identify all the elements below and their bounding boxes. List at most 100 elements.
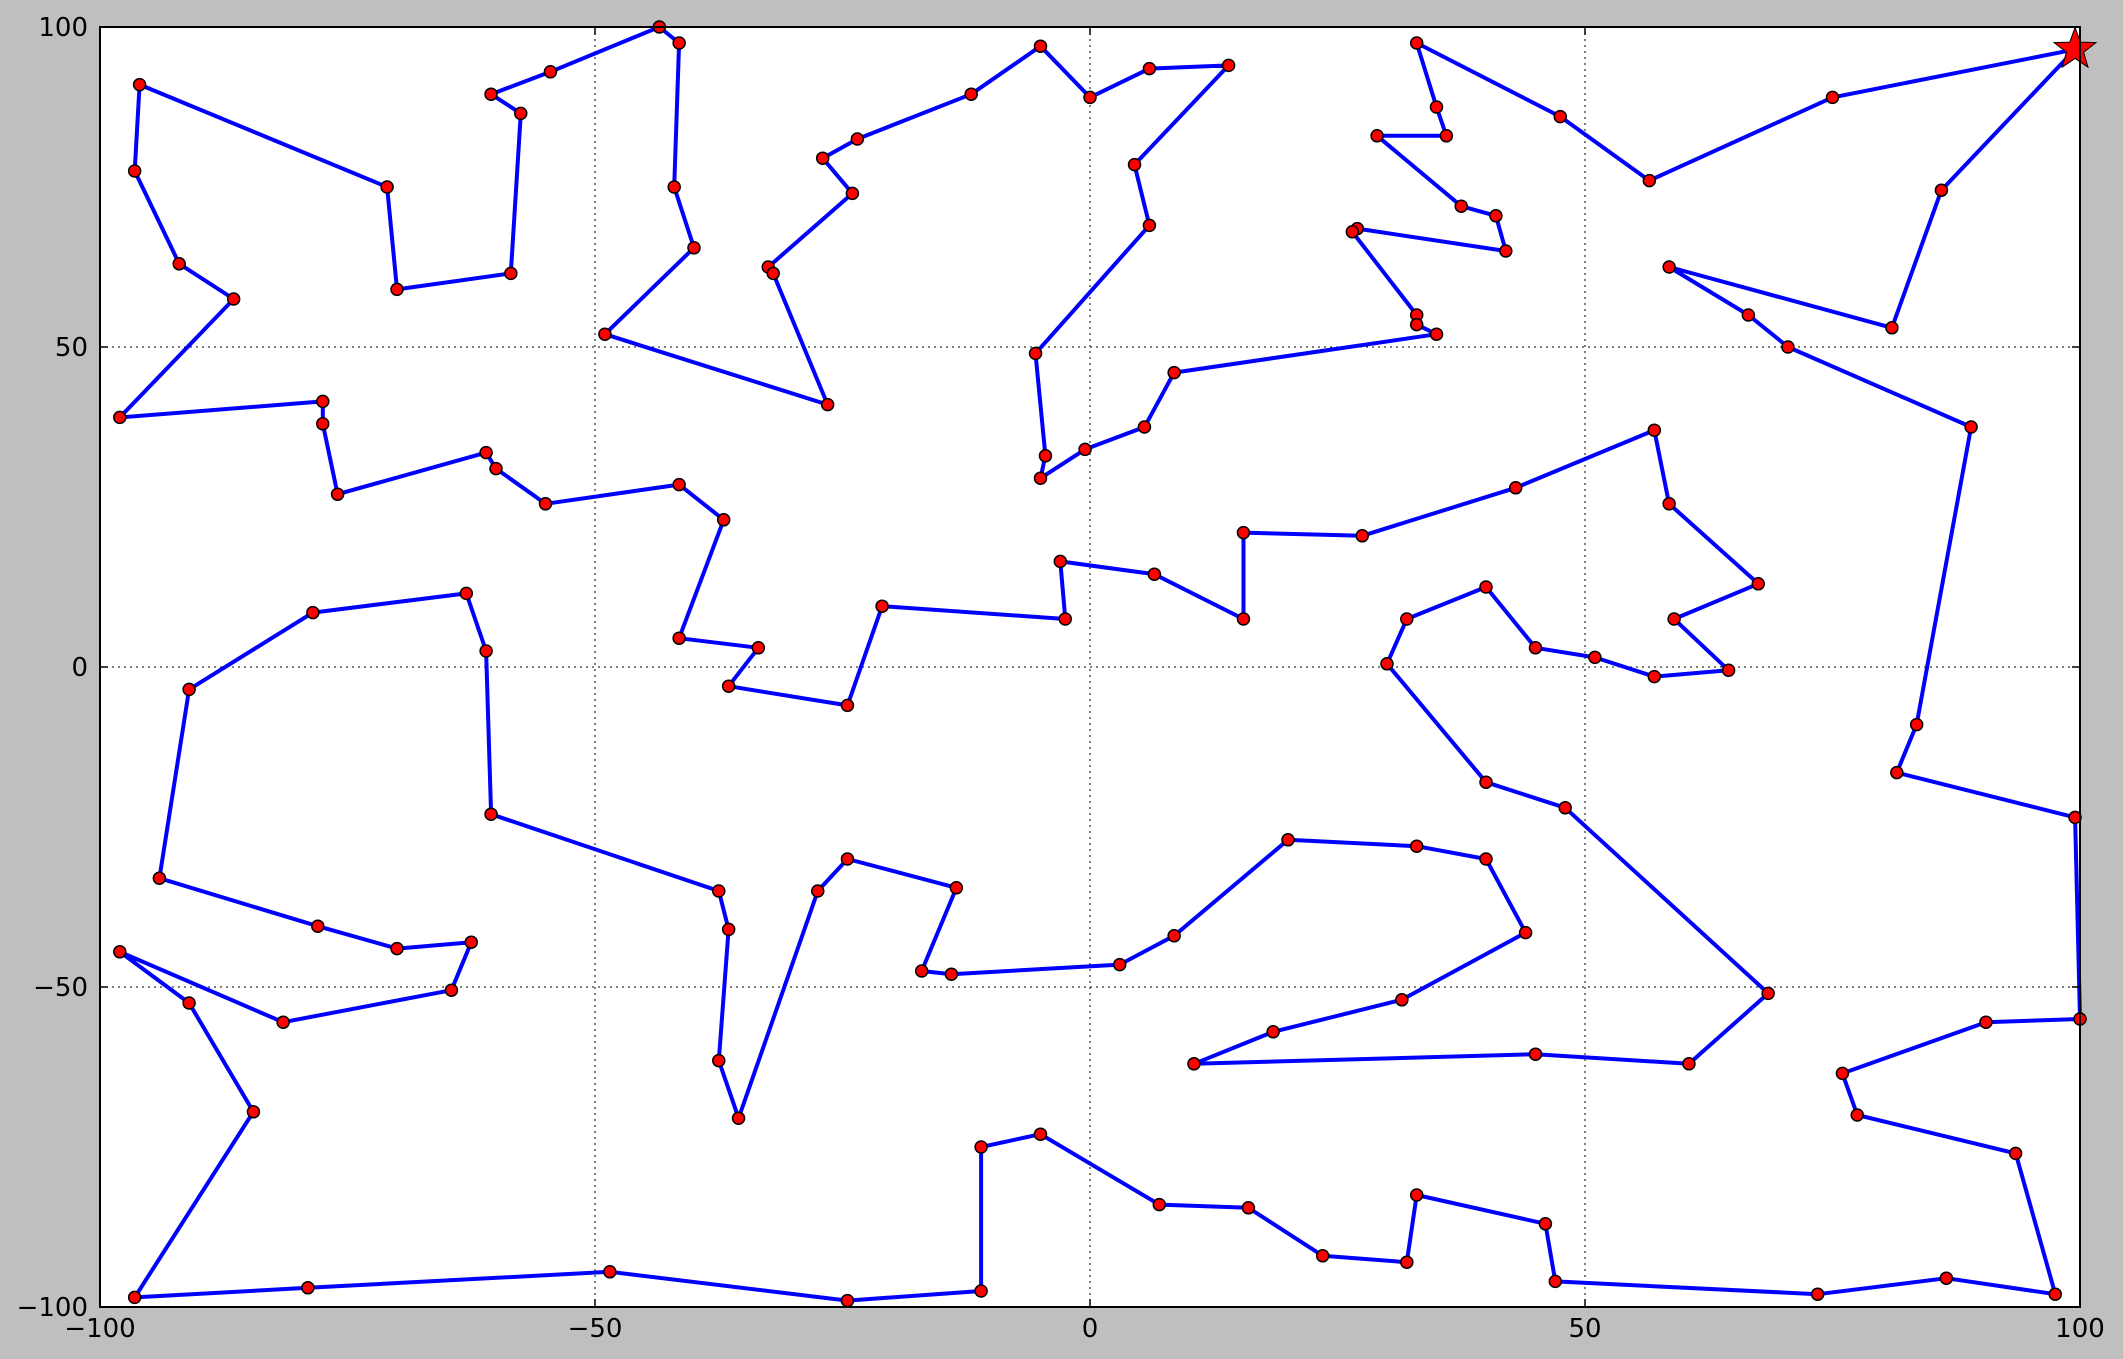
y-tick-label: −50 [33, 973, 88, 1003]
route-point [1137, 420, 1152, 434]
route-point [1345, 225, 1360, 239]
route-point [504, 266, 518, 281]
route-point [1454, 199, 1468, 213]
route-point [2008, 1146, 2023, 1161]
route-point [479, 644, 493, 658]
route-point [390, 282, 404, 297]
route-point [1395, 993, 1409, 1007]
route-point [1479, 852, 1493, 866]
route-point [672, 631, 686, 645]
route-point [113, 410, 127, 425]
route-point [1409, 36, 1424, 50]
route-point [1266, 1025, 1280, 1039]
route-point [1939, 1271, 1954, 1285]
route-point [964, 87, 978, 101]
x-tick-label: 0 [1082, 1314, 1099, 1344]
route-point [1553, 109, 1567, 124]
route-point [721, 679, 736, 693]
route-point [1781, 340, 1795, 354]
route-point [672, 477, 686, 492]
route-point [1152, 1197, 1167, 1212]
route-point [459, 586, 474, 601]
route-point [444, 983, 459, 997]
route-point [246, 1105, 261, 1119]
route-point [127, 164, 142, 178]
route-point [687, 241, 701, 255]
route-point [390, 941, 404, 956]
route-point [1751, 577, 1765, 591]
route-point [1499, 244, 1513, 258]
route-point [514, 106, 528, 121]
route-point [731, 1111, 746, 1125]
route-point [1127, 157, 1142, 172]
route-point [820, 397, 835, 412]
route-point [1033, 1127, 1048, 1141]
route-point [598, 327, 612, 341]
route-point [1538, 1217, 1553, 1231]
route-point [914, 964, 929, 978]
route-point [1479, 775, 1493, 789]
route-point [1236, 525, 1251, 540]
route-point [845, 186, 860, 201]
route-point [1909, 717, 1924, 732]
route-point [127, 1290, 142, 1305]
route-point [712, 884, 726, 898]
route-point [840, 698, 855, 713]
route-point [1400, 612, 1414, 626]
route-point [1642, 173, 1657, 188]
route-point [2068, 810, 2082, 825]
route-point [1667, 612, 1681, 626]
route-point [721, 922, 736, 937]
route-point [1979, 1015, 1993, 1029]
route-point [172, 257, 186, 271]
route-point [1810, 1287, 1825, 1301]
route-point [672, 36, 686, 50]
route-point [1409, 317, 1424, 332]
route-point [1380, 657, 1394, 671]
route-point [316, 394, 330, 409]
grid-lines [100, 27, 2080, 1307]
route-point [811, 884, 825, 898]
route-point [815, 151, 830, 165]
route-point [1221, 58, 1236, 73]
route-point [1682, 1057, 1696, 1071]
route-point [1835, 1066, 1850, 1081]
axis-ticks: −100 −50 0 50 100 −100 −50 0 50 100 [17, 13, 2105, 1344]
route-point [1885, 321, 1899, 335]
route-point [316, 417, 330, 431]
route-point [152, 871, 167, 885]
route-point [464, 935, 478, 949]
route-point [1142, 61, 1157, 76]
y-tick-label: 100 [38, 13, 88, 43]
route-point [182, 682, 196, 697]
route-point [712, 1053, 726, 1068]
route-point [1147, 567, 1162, 581]
route-points-layer [113, 20, 2087, 1308]
route-point [1033, 39, 1048, 53]
route-point [1236, 612, 1251, 626]
route-point [1934, 183, 1949, 197]
route-point [1053, 554, 1068, 569]
route-point [944, 967, 959, 981]
y-tick-label: −100 [17, 1293, 88, 1323]
route-point [1890, 765, 1904, 780]
route-point [1761, 986, 1775, 1001]
route-point [113, 945, 127, 959]
route-point [1187, 1057, 1201, 1071]
route-point [974, 1284, 988, 1298]
route-point [603, 1265, 617, 1279]
route-point [949, 881, 964, 895]
route-point [1409, 1188, 1424, 1202]
route-point [1028, 346, 1043, 361]
start-marker-layer [2052, 25, 2098, 69]
route-point [1479, 580, 1493, 594]
route-point [2048, 1287, 2062, 1301]
route-point [875, 599, 889, 613]
route-point [974, 1140, 988, 1154]
route-point [1058, 612, 1072, 626]
route-point [1508, 481, 1523, 495]
route-point [226, 292, 241, 306]
route-point [543, 65, 558, 79]
route-point [132, 77, 147, 92]
route-point [380, 180, 394, 194]
